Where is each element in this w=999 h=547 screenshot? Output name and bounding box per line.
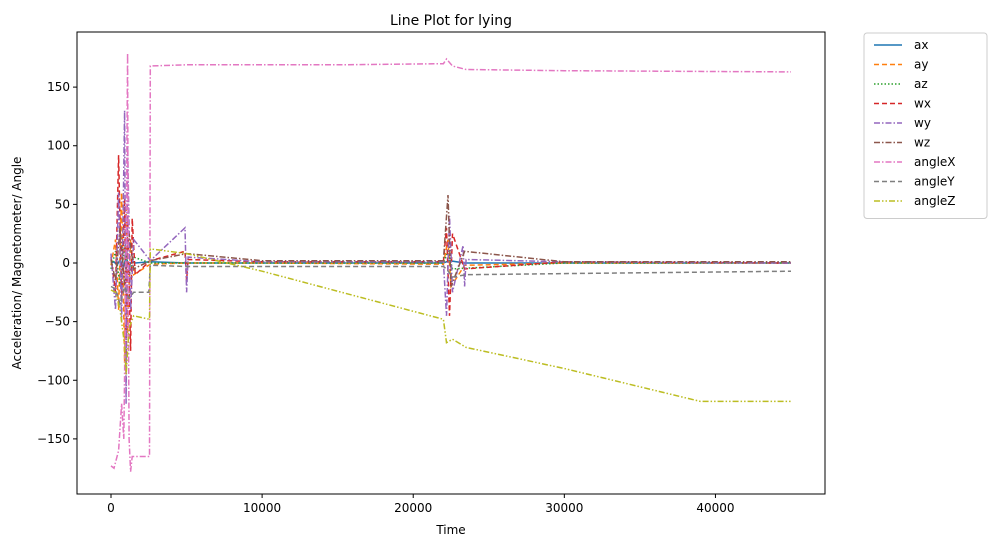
legend-label-wx: wx	[914, 97, 931, 111]
y-axis: −150 −100 −50 0 50 100 150	[37, 80, 77, 446]
legend-label-ax: ax	[914, 38, 928, 52]
y-axis-label: Acceleration/ Magnetometer/ Angle	[10, 157, 24, 370]
legend-label-angleY: angleY	[914, 175, 955, 189]
y-tick-label: 50	[55, 197, 70, 211]
y-tick-label: −100	[37, 373, 70, 387]
series-line-wy	[110, 110, 792, 404]
legend-label-angleX: angleX	[914, 155, 956, 169]
legend-label-angleZ: angleZ	[914, 194, 956, 208]
series-line-angleZ	[110, 248, 791, 403]
series-line-ay	[110, 192, 791, 363]
x-tick-label: 10000	[243, 501, 281, 515]
plot-area	[110, 53, 792, 472]
series-line-angleX	[110, 53, 792, 472]
legend: ax ay az wx wy wz angleX angleY angleZ	[863, 32, 988, 219]
legend-label-wz: wz	[914, 136, 930, 150]
legend-label-wy: wy	[914, 116, 931, 130]
legend-label-az: az	[914, 77, 928, 91]
x-axis: 0 10000 20000 30000 40000	[107, 494, 735, 515]
chart-title: Line Plot for lying	[390, 13, 512, 29]
y-tick-label: 0	[62, 256, 70, 270]
legend-box	[863, 32, 988, 219]
y-tick-label: −150	[37, 432, 70, 446]
y-tick-label: 150	[47, 80, 70, 94]
y-tick-label: 100	[47, 139, 70, 153]
series-line-angleY	[110, 264, 792, 307]
y-tick-label: −50	[45, 315, 70, 329]
x-tick-label: 40000	[696, 501, 734, 515]
x-tick-label: 20000	[394, 501, 432, 515]
x-tick-label: 0	[107, 501, 115, 515]
x-axis-label: Time	[435, 523, 465, 537]
legend-label-ay: ay	[914, 58, 928, 72]
x-tick-label: 30000	[545, 501, 583, 515]
